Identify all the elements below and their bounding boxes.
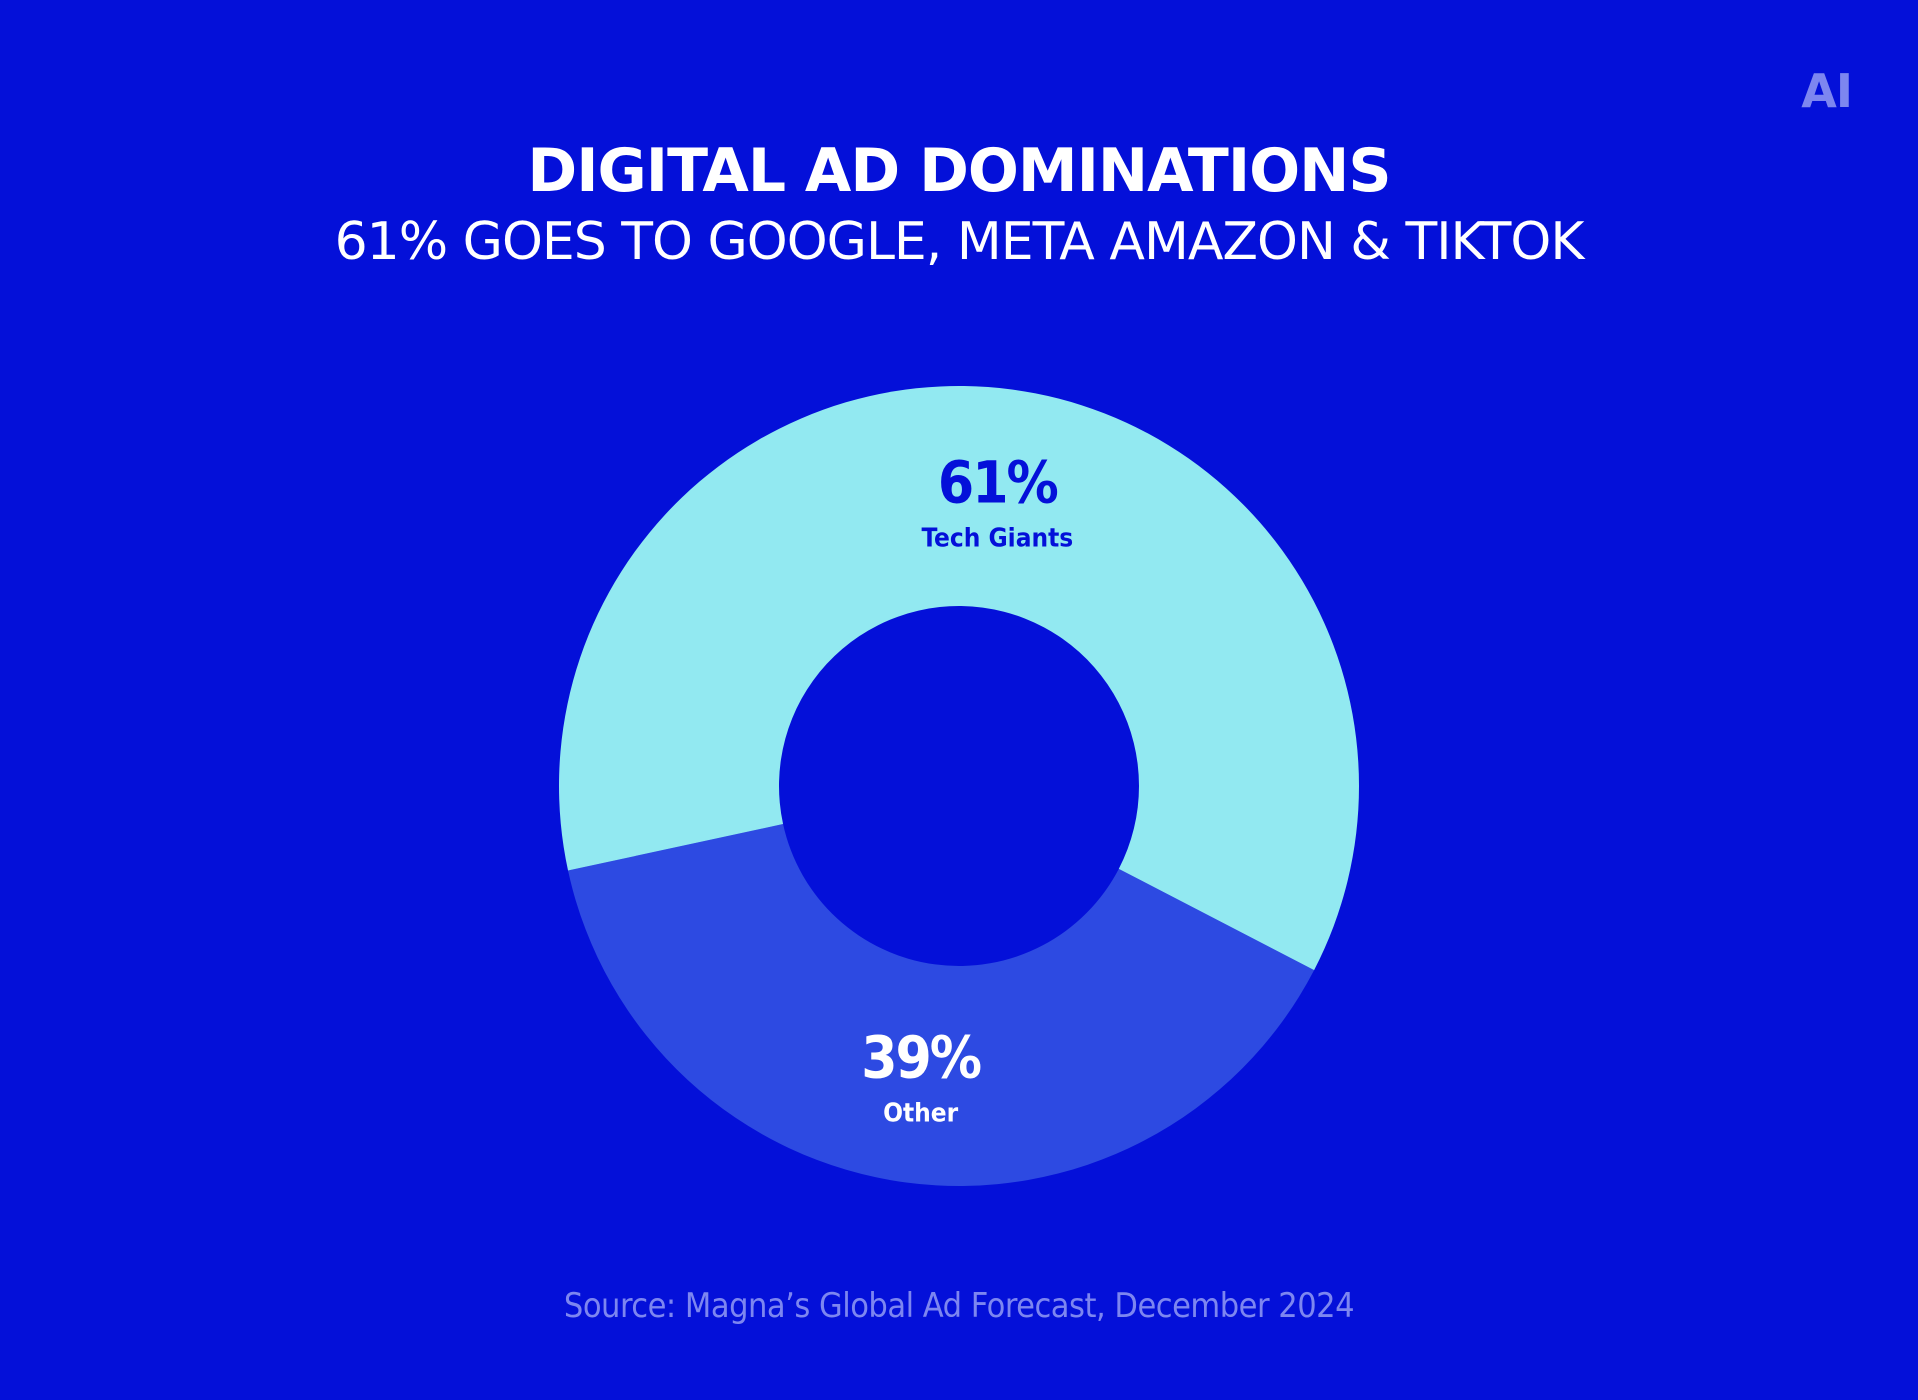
donut-slice-tech-giants: [559, 385, 1360, 971]
donut-slice-other: [568, 824, 1315, 1186]
slice-value-label: 39%: [861, 1023, 981, 1091]
slice-category-label: Tech Giants: [921, 524, 1073, 554]
brand-logo: AI: [1801, 64, 1853, 118]
slice-category-label: Other: [883, 1098, 959, 1128]
chart-title: DIGITAL AD DOMINATIONS: [527, 136, 1391, 206]
source-note: Source: Magna’s Global Ad Forecast, Dece…: [563, 1286, 1355, 1326]
slice-value-label: 61%: [938, 449, 1058, 517]
chart-subtitle: 61% GOES TO GOOGLE, META AMAZON & TIKTOK: [334, 212, 1585, 272]
